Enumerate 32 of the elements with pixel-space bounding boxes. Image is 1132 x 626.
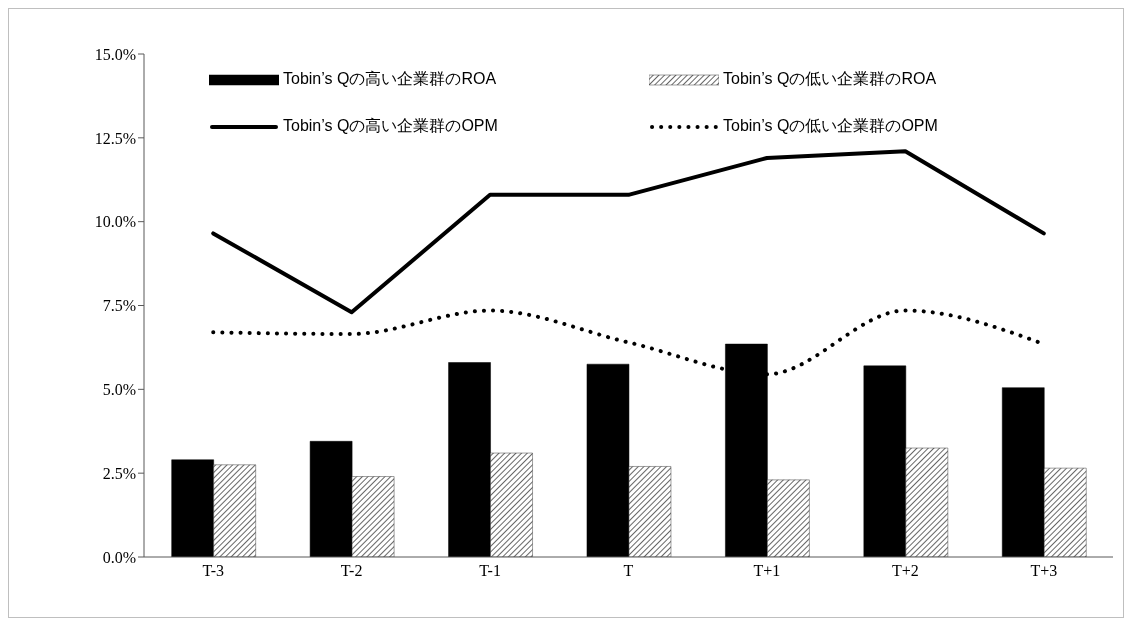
- y-tick-label: 5.0%: [102, 381, 136, 399]
- legend-label: Tobin’s Qの高い企業群のOPM: [283, 116, 498, 136]
- bar: [448, 362, 491, 557]
- legend-label: Tobin’s Qの高い企業群のROA: [283, 69, 497, 89]
- bar: [586, 363, 630, 557]
- bar: [309, 441, 353, 557]
- x-tick-label: T+2: [891, 562, 919, 580]
- x-tick-label: T-1: [479, 562, 501, 580]
- y-tick-label: 7.5%: [102, 297, 136, 315]
- x-tick-label: T+3: [1030, 562, 1058, 580]
- bar: [213, 464, 256, 557]
- bar: [1044, 467, 1087, 557]
- x-tick-label: T-3: [202, 562, 225, 580]
- y-tick-label: 12.5%: [94, 129, 136, 147]
- bar: [905, 447, 949, 557]
- bar: [490, 452, 533, 557]
- x-tick-label: T: [623, 562, 634, 580]
- bar: [767, 479, 810, 557]
- bar: [351, 476, 395, 557]
- bar: [863, 365, 907, 557]
- y-tick-label: 0.0%: [102, 548, 136, 566]
- x-tick-label: T+1: [753, 562, 781, 580]
- bar: [628, 466, 672, 557]
- legend-label: Tobin’s Qの低い企業群のOPM: [723, 116, 938, 136]
- y-tick-label: 2.5%: [102, 464, 136, 482]
- x-tick-label: T-2: [340, 562, 363, 580]
- y-tick-label: 15.0%: [94, 45, 136, 63]
- legend-label: Tobin’s Qの低い企業群のROA: [723, 69, 937, 89]
- bar: [171, 459, 214, 557]
- line-series: [211, 149, 1046, 315]
- y-tick-label: 10.0%: [94, 213, 136, 231]
- bar: [1002, 387, 1045, 557]
